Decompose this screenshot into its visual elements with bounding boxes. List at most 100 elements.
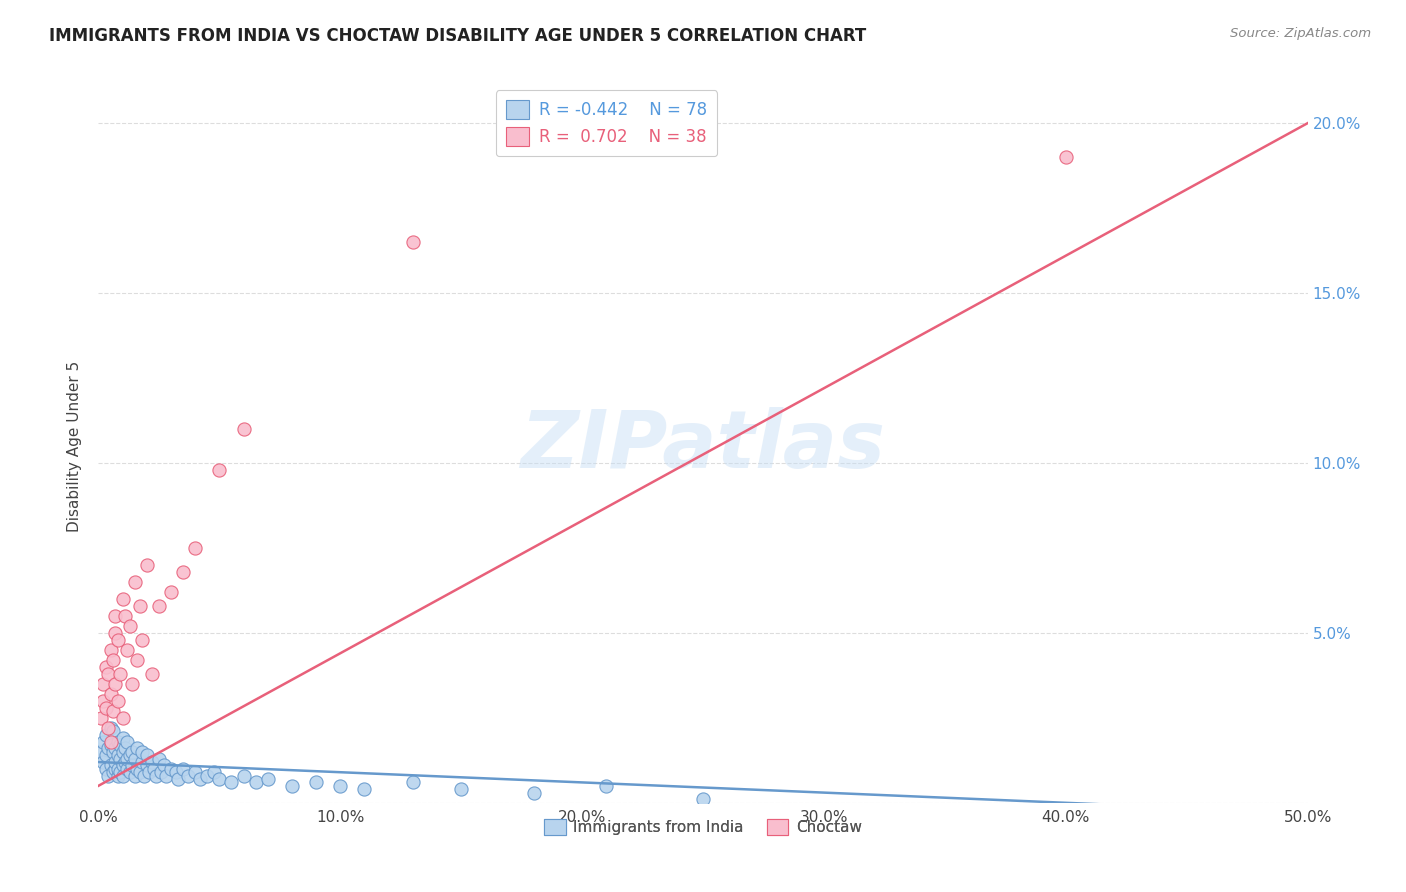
Point — [141, 755, 163, 769]
Point — [118, 748, 141, 763]
Point — [90, 745, 112, 759]
Point — [128, 599, 150, 613]
Point — [145, 769, 167, 783]
Point — [107, 748, 129, 763]
Point — [128, 765, 150, 780]
Point — [329, 779, 352, 793]
Point — [148, 599, 170, 613]
Point — [104, 677, 127, 691]
Point — [107, 734, 129, 748]
Point — [167, 772, 190, 786]
Point — [100, 721, 122, 735]
Point — [150, 765, 173, 780]
Point — [100, 643, 122, 657]
Text: Source: ZipAtlas.com: Source: ZipAtlas.com — [1230, 27, 1371, 40]
Point — [1054, 150, 1077, 164]
Point — [97, 666, 120, 681]
Point — [127, 653, 149, 667]
Point — [134, 769, 156, 783]
Point — [100, 687, 122, 701]
Point — [94, 762, 117, 776]
Point — [107, 769, 129, 783]
Point — [131, 632, 153, 647]
Point — [91, 677, 114, 691]
Point — [100, 738, 122, 752]
Point — [111, 769, 134, 783]
Point — [402, 235, 425, 249]
Point — [141, 666, 163, 681]
Point — [692, 792, 714, 806]
Point — [111, 711, 134, 725]
Point — [100, 758, 122, 772]
Point — [108, 666, 131, 681]
Point — [90, 711, 112, 725]
Point — [124, 574, 146, 589]
Point — [208, 772, 231, 786]
Point — [131, 745, 153, 759]
Point — [104, 762, 127, 776]
Point — [94, 700, 117, 714]
Point — [256, 772, 278, 786]
Point — [104, 626, 127, 640]
Point — [111, 745, 134, 759]
Point — [101, 745, 124, 759]
Point — [188, 772, 211, 786]
Point — [155, 769, 177, 783]
Point — [595, 779, 617, 793]
Point — [104, 741, 127, 756]
Point — [143, 762, 166, 776]
Point — [97, 769, 120, 783]
Point — [117, 751, 139, 765]
Point — [101, 765, 124, 780]
Point — [107, 632, 129, 647]
Point — [160, 585, 183, 599]
Point — [108, 751, 131, 765]
Point — [148, 751, 170, 765]
Point — [172, 565, 194, 579]
Point — [124, 751, 146, 765]
Point — [450, 782, 472, 797]
Point — [177, 769, 200, 783]
Point — [107, 694, 129, 708]
Point — [353, 782, 375, 797]
Point — [114, 755, 136, 769]
Point — [97, 741, 120, 756]
Point — [121, 745, 143, 759]
Point — [204, 765, 226, 780]
Point — [232, 422, 254, 436]
Point — [135, 748, 157, 763]
Point — [94, 660, 117, 674]
Point — [91, 694, 114, 708]
Point — [107, 762, 129, 776]
Point — [108, 738, 131, 752]
Point — [160, 762, 183, 776]
Point — [118, 765, 141, 780]
Point — [118, 619, 141, 633]
Point — [523, 786, 546, 800]
Point — [165, 765, 187, 780]
Point — [135, 758, 157, 772]
Point — [108, 765, 131, 780]
Point — [94, 728, 117, 742]
Point — [138, 765, 160, 780]
Legend: Immigrants from India, Choctaw: Immigrants from India, Choctaw — [538, 814, 868, 841]
Point — [208, 463, 231, 477]
Point — [131, 755, 153, 769]
Point — [184, 541, 207, 555]
Point — [117, 734, 139, 748]
Point — [91, 734, 114, 748]
Point — [195, 769, 218, 783]
Point — [100, 734, 122, 748]
Point — [221, 775, 243, 789]
Point — [101, 653, 124, 667]
Point — [124, 769, 146, 783]
Point — [232, 769, 254, 783]
Y-axis label: Disability Age Under 5: Disability Age Under 5 — [67, 360, 83, 532]
Text: IMMIGRANTS FROM INDIA VS CHOCTAW DISABILITY AGE UNDER 5 CORRELATION CHART: IMMIGRANTS FROM INDIA VS CHOCTAW DISABIL… — [49, 27, 866, 45]
Text: ZIPatlas: ZIPatlas — [520, 407, 886, 485]
Point — [94, 748, 117, 763]
Point — [101, 724, 124, 739]
Point — [111, 758, 134, 772]
Point — [281, 779, 304, 793]
Point — [111, 731, 134, 746]
